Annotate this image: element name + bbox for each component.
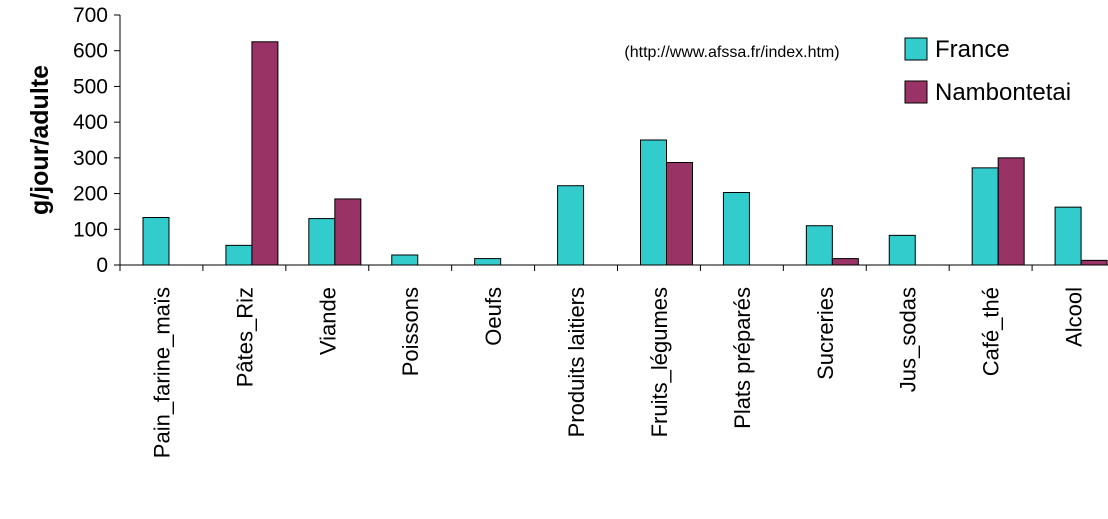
legend-label: Nambontetai [935,79,1071,106]
bar-france [722,192,750,266]
y-tick-label: 600 [73,40,108,63]
bar-nambontetai [997,157,1025,266]
bar-france [474,258,502,266]
x-tick-label: Produits laitiers [564,287,589,437]
bar-france [971,167,999,266]
bars [142,41,1108,266]
legend-swatch [904,80,928,104]
legend: France Nambontetai [904,36,1071,106]
bar-france [1054,206,1082,266]
source-annotation: (http://www.afssa.fr/index.htm) [624,44,839,61]
bar-france [225,244,253,266]
bar-france [308,218,336,266]
y-axis-title: g/jour/adulte [26,65,54,215]
bar-nambontetai [666,162,693,266]
x-tick-label: Viande [315,287,340,355]
bar-nambontetai [334,198,362,266]
bar-france [640,139,667,266]
x-tick-label: Alcool [1062,287,1087,347]
axes [119,15,1108,271]
legend-swatch [904,37,928,61]
y-tick-label: 400 [73,111,108,134]
y-tick-label: 0 [96,254,108,277]
bar-nambontetai [251,41,279,266]
bar-france [888,234,916,266]
legend-label: France [935,36,1010,63]
y-tick-label: 500 [73,75,108,98]
y-tick-label: 200 [73,183,108,206]
bar-nambontetai [831,258,859,266]
y-tick-label: 300 [73,147,108,170]
bar-france [142,217,170,266]
y-tick-label: 700 [73,4,108,27]
x-tick-label: Pain_farine_maïs [149,287,174,458]
y-axis-ticks: 0 100 200 300 400 500 600 700 [73,4,120,277]
x-tick-label: Jus_sodas [896,287,921,392]
x-axis-labels: Pain_farine_maïs Pâtes_Riz Viande Poissons O… [149,287,1086,458]
x-tick-label: Plats préparés [730,287,755,429]
bar-france [557,185,585,266]
bar-france [805,225,833,266]
x-tick-label: Café_thé [979,287,1004,376]
x-tick-label: Sucreries [813,287,838,380]
x-tick-label: Fruits_légumes [647,287,672,437]
bar-nambontetai [1080,259,1108,266]
bar-france [391,254,419,266]
y-tick-label: 100 [73,218,108,241]
x-tick-label: Oeufs [481,287,506,346]
x-tick-label: Pâtes_Riz [232,287,257,387]
x-tick-label: Poissons [398,287,423,376]
